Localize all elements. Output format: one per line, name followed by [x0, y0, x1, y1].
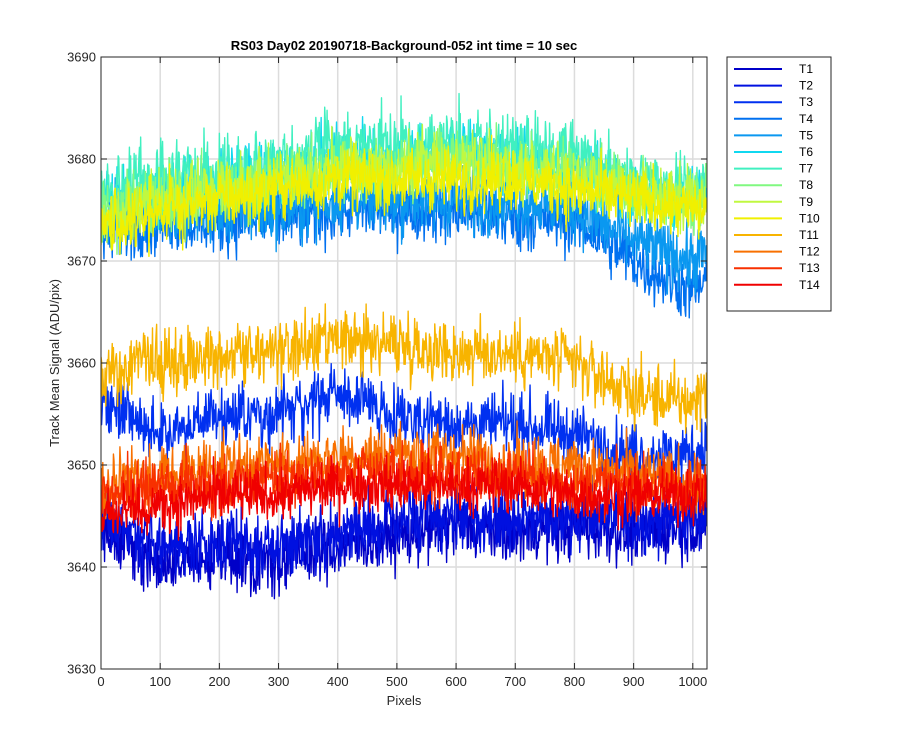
legend-item-t11: T11 [734, 228, 819, 242]
series-line-t3 [101, 363, 707, 493]
legend-label: T14 [799, 278, 820, 292]
legend-label: T5 [799, 128, 813, 142]
y-tick-label: 3650 [67, 458, 96, 473]
y-tick-label: 3640 [67, 560, 96, 575]
x-tick-label: 700 [504, 674, 526, 689]
y-tick-label: 3660 [67, 356, 96, 371]
legend-label: T6 [799, 145, 813, 159]
x-tick-label: 100 [149, 674, 171, 689]
y-axis-ticks: 3630 3640 3650 3660 3670 3680 3690 [67, 50, 707, 677]
legend-item-t10: T10 [734, 211, 820, 225]
series-line-t2 [101, 474, 707, 582]
legend-item-t12: T12 [734, 245, 820, 259]
x-axis-label: Pixels [387, 693, 422, 708]
legend-item-t4: T4 [734, 112, 813, 126]
x-tick-label: 500 [386, 674, 408, 689]
chart-title: RS03 Day02 20190718-Background-052 int t… [231, 38, 578, 53]
x-tick-label: 300 [268, 674, 290, 689]
legend-item-t14: T14 [734, 278, 820, 292]
y-tick-label: 3630 [67, 662, 96, 677]
x-tick-label: 0 [97, 674, 104, 689]
legend-item-t3: T3 [734, 95, 813, 109]
legend: T1 T2 T3 T4 T5 T6 T7 T8 T9 T10 T11 T12 T13 T14 [726, 56, 832, 312]
x-tick-label: 600 [445, 674, 467, 689]
legend-label: T2 [799, 79, 813, 93]
series-line-t11 [101, 303, 707, 434]
legend-label: T3 [799, 95, 813, 109]
series-layer [101, 92, 707, 600]
x-axis-ticks: 0 100 200 300 400 500 600 700 800 900 1000 [97, 57, 707, 689]
series-line-t10 [101, 134, 707, 258]
legend-label: T8 [799, 178, 813, 192]
legend-label: T9 [799, 195, 813, 209]
legend-label: T1 [799, 62, 813, 76]
x-tick-label: 1000 [678, 674, 707, 689]
x-tick-label: 400 [327, 674, 349, 689]
legend-item-t6: T6 [734, 145, 813, 159]
legend-label: T10 [799, 211, 820, 225]
legend-label: T11 [799, 228, 819, 242]
legend-item-t8: T8 [734, 178, 813, 192]
legend-item-t7: T7 [734, 162, 813, 176]
legend-label: T7 [799, 162, 813, 176]
legend-label: T12 [799, 245, 820, 259]
legend-item-t1: T1 [734, 62, 813, 76]
legend-label: T4 [799, 112, 813, 126]
series-line-t14 [101, 447, 707, 541]
y-tick-label: 3670 [67, 254, 96, 269]
legend-label: T13 [799, 261, 820, 275]
x-tick-label: 200 [209, 674, 231, 689]
y-axis-label: Track Mean Signal (ADU/pix) [47, 279, 62, 447]
y-tick-label: 3690 [67, 50, 96, 65]
y-tick-label: 3680 [67, 152, 96, 167]
legend-item-t5: T5 [734, 128, 813, 142]
x-tick-label: 800 [564, 674, 586, 689]
legend-item-t9: T9 [734, 195, 813, 209]
legend-item-t2: T2 [734, 79, 813, 93]
legend-item-t13: T13 [734, 261, 820, 275]
x-tick-label: 900 [623, 674, 645, 689]
